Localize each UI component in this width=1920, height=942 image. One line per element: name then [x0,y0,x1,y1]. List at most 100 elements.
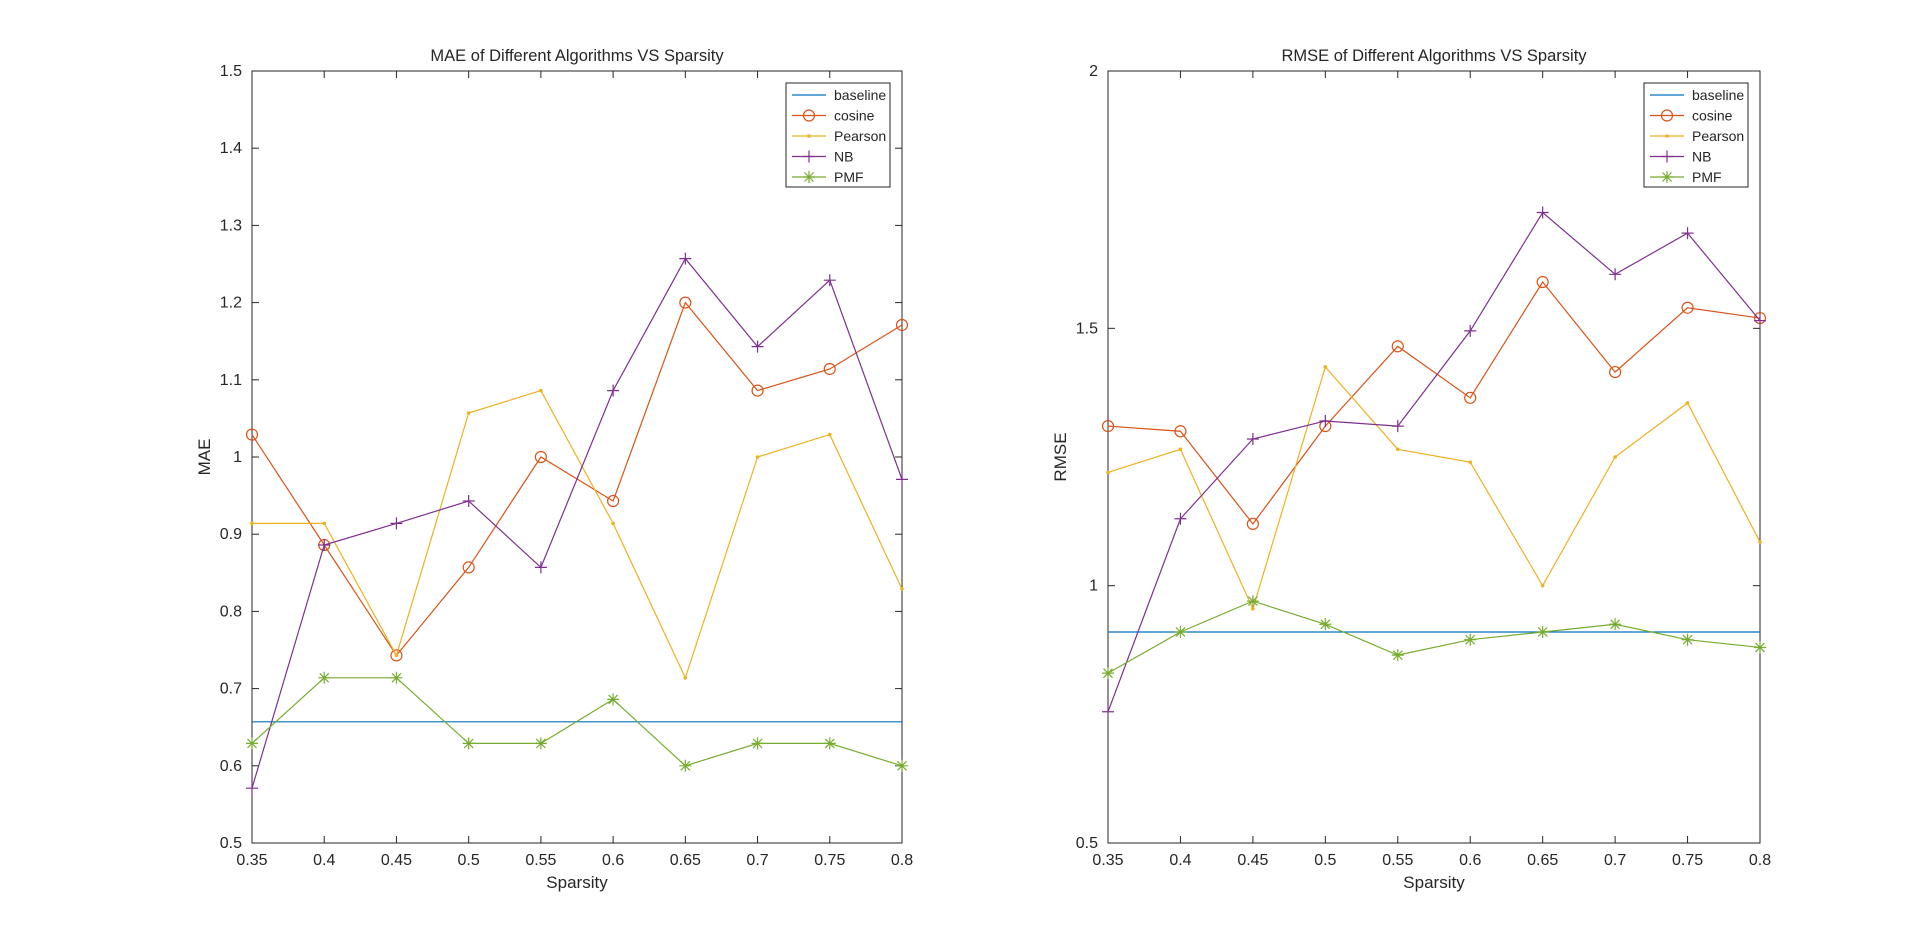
nb-point [1536,206,1549,219]
legend-label: Pearson [834,128,886,144]
x-tick-label: 0.7 [1604,852,1626,869]
legend-box [785,82,891,188]
x-tick-label: 0.55 [525,852,556,869]
nb-point [607,384,620,397]
pmf-point [1246,595,1259,608]
cosine-point [607,494,620,508]
x-tick-label: 0.4 [1169,852,1191,869]
legend-label: NB [1692,149,1711,165]
nb-line [1107,211,1761,712]
nb-point [534,561,547,574]
nb-point [1246,432,1259,445]
chart-panel-2: 0.35 0.4 0.45 0.5 0.55 0.6 0.65 0.7 0.75 0.8 0.5 1 1… [1051,47,1771,892]
y-tick-label: 0.9 [220,526,242,543]
pearson-point [250,521,254,526]
pmf-point [462,737,475,750]
pearson-point [1758,540,1762,544]
pmf-point [1174,625,1187,638]
x-tick-label: 0.75 [1672,852,1703,869]
cosine-point [245,428,259,441]
nb-point [318,539,331,552]
pearson-point [1613,455,1617,459]
pmf-point [246,737,258,750]
plot-area [1107,70,1761,844]
pearson-point [1178,447,1183,452]
legend-marker [803,171,815,183]
y-tick-label: 1.1 [220,372,242,389]
cosine-point [1101,420,1115,433]
cosine-point [462,561,475,574]
pmf-point [679,759,692,772]
x-tick-label: 0.45 [1237,852,1268,869]
pmf-point [1754,641,1766,654]
x-tick-label: 0.75 [814,852,845,869]
pearson-point [1540,583,1545,588]
pearson-point [1251,607,1255,611]
pearson-point [322,521,327,526]
pmf-point [318,671,331,684]
pmf-point [1681,633,1694,646]
legend-label: Pearson [1692,128,1744,144]
legend-box [1643,82,1749,188]
nb-line [251,257,903,789]
pmf-point [1536,625,1549,638]
series-pearson [1106,365,1762,611]
nb-point [1464,324,1477,337]
x-tick-label: 0.6 [602,852,624,869]
legend-marker [1660,109,1674,122]
y-tick-label: 0.7 [220,681,242,698]
pmf-point [1319,618,1332,631]
x-tick-label: 0.65 [670,852,701,869]
nb-point [1681,227,1694,240]
pmf-point [896,759,908,772]
pearson-point [683,675,688,680]
pearson-point [466,411,471,415]
chart-panel-1: 0.35 0.4 0.45 0.5 0.55 0.6 0.65 0.7 0.75 0.8 0.5 0.… [195,47,913,892]
y-axis-label: RMSE [1051,432,1070,481]
legend: baseline cosine Pearson NB PMF [1643,82,1749,188]
legend-marker [807,134,811,138]
x-tick-label: 0.5 [458,852,480,869]
pmf-line [251,677,903,767]
pmf-point [823,737,836,750]
pmf-point [607,693,620,706]
pearson-point [1468,460,1473,464]
cosine-point [679,296,692,309]
series-cosine [1101,275,1767,531]
nb-point [390,517,403,530]
legend-label: baseline [1692,87,1744,103]
pmf-point [1609,618,1622,631]
cosine-point [1464,391,1477,404]
cosine-point [751,384,764,397]
nb-point [462,495,475,508]
nb-point [1174,512,1187,525]
cosine-point [1174,425,1187,438]
nb-point [751,340,764,353]
pmf-point [534,737,547,750]
cosine-point [534,450,547,464]
nb-point [246,782,258,795]
y-tick-label: 1 [233,449,242,466]
y-tick-label: 1 [1089,578,1098,595]
cosine-point [390,649,403,662]
pmf-point [1464,633,1477,646]
series-pmf [246,671,908,772]
nb-point [823,274,836,287]
legend-label: cosine [834,108,875,124]
cosine-point [895,318,909,332]
legend-label: NB [834,149,853,165]
legend-label: cosine [1692,108,1733,124]
x-axis-label: Sparsity [1403,873,1465,892]
y-tick-label: 1.4 [220,140,242,157]
x-tick-label: 0.65 [1527,852,1558,869]
pearson-point [1395,447,1400,452]
pearson-point [394,653,399,658]
pmf-point [1391,649,1404,662]
legend-label: baseline [834,87,886,103]
cosine-line [1107,280,1761,525]
chart-title: MAE of Different Algorithms VS Sparsity [430,47,724,65]
x-tick-label: 0.4 [313,852,335,869]
pearson-point [539,388,543,393]
series-nb [1102,206,1766,718]
